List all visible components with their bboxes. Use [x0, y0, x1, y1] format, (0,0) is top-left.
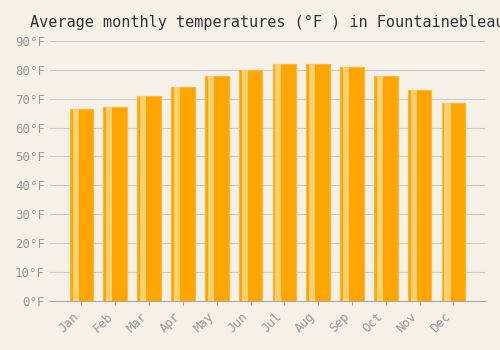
Bar [309, 64, 316, 301]
Bar [374, 76, 398, 301]
Bar [174, 87, 180, 301]
Bar [343, 67, 349, 301]
Bar [140, 96, 146, 301]
Bar [272, 64, 296, 301]
Bar [104, 107, 127, 301]
Bar [205, 76, 229, 301]
Bar [408, 90, 432, 301]
Bar [208, 76, 214, 301]
Title: Average monthly temperatures (°F ) in Fountainebleau: Average monthly temperatures (°F ) in Fo… [30, 15, 500, 30]
Bar [242, 70, 248, 301]
Bar [340, 67, 364, 301]
Bar [138, 96, 161, 301]
Bar [171, 87, 194, 301]
Bar [106, 107, 112, 301]
Bar [72, 109, 78, 301]
Bar [238, 70, 262, 301]
Bar [444, 103, 450, 301]
Bar [70, 109, 94, 301]
Bar [306, 64, 330, 301]
Bar [410, 90, 416, 301]
Bar [276, 64, 281, 301]
Bar [442, 103, 465, 301]
Bar [377, 76, 383, 301]
